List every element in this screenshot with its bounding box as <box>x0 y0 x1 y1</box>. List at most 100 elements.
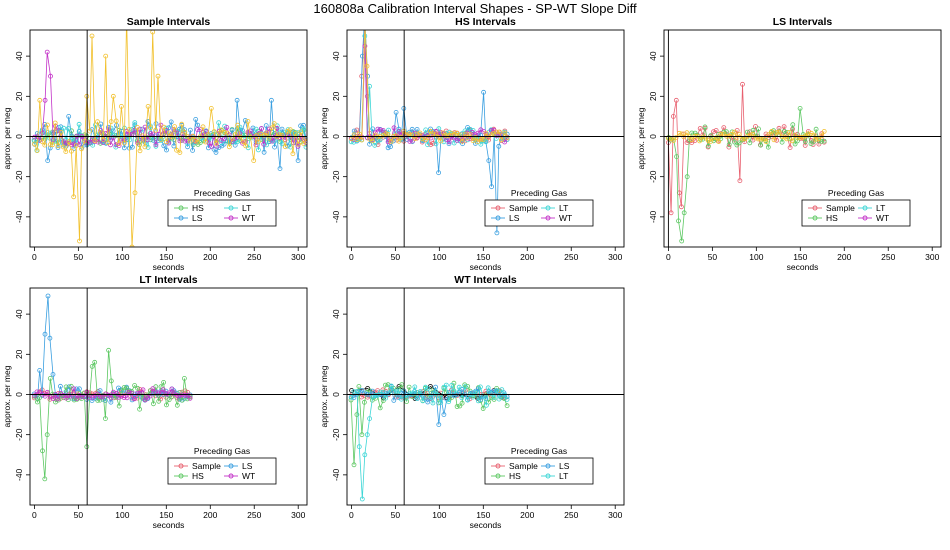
legend-swatch-marker <box>178 215 184 221</box>
data-point <box>98 121 104 127</box>
data-point <box>475 395 481 401</box>
data-point <box>417 388 423 394</box>
data-point <box>37 97 43 103</box>
data-point <box>126 126 132 132</box>
data-point <box>481 89 487 95</box>
legend-entry-sample: Sample <box>192 461 221 471</box>
data-point <box>76 142 82 148</box>
data-point <box>756 126 761 132</box>
x-tick-label: 200 <box>520 252 534 262</box>
data-point <box>433 131 439 137</box>
data-point <box>813 136 819 142</box>
data-point <box>430 140 436 146</box>
y-tick-label: 40 <box>331 51 341 61</box>
data-point <box>671 138 676 143</box>
legend-swatch-marker <box>228 473 234 479</box>
data-point <box>736 140 742 146</box>
data-point <box>396 388 402 394</box>
legend-title: Preceding Gas <box>194 188 250 198</box>
data-point <box>303 144 307 150</box>
data-point <box>290 151 296 157</box>
x-tick-label: 200 <box>203 510 217 520</box>
figure-title: 160808a Calibration Interval Shapes - SP… <box>313 1 637 16</box>
y-tick-label: 20 <box>331 91 341 101</box>
data-point <box>491 388 497 394</box>
x-tick-label: 250 <box>247 510 261 520</box>
data-point <box>271 134 277 140</box>
x-tick-label: 250 <box>247 252 261 262</box>
data-point <box>282 144 288 150</box>
data-point <box>158 384 164 390</box>
data-point <box>156 398 162 404</box>
data-point <box>359 432 365 438</box>
legend-swatch-marker <box>228 215 234 221</box>
data-point <box>697 138 702 144</box>
data-point <box>409 138 415 144</box>
data-point <box>795 138 800 144</box>
data-point <box>740 81 745 87</box>
data-point <box>76 128 82 134</box>
data-point <box>63 389 69 395</box>
data-point <box>491 395 497 400</box>
plot-frame <box>346 29 625 248</box>
x-tick-label: 0 <box>349 252 354 262</box>
panel-3: LS Intervals 0 50 100 150 200 250 300 -40 -20 0 20 4… <box>636 16 942 272</box>
data-point <box>364 432 370 438</box>
data-point <box>222 129 227 135</box>
panel-4: LT Intervals 0 50 100 150 200 250 300 -40 -20 0 20 4… <box>2 274 308 530</box>
data-point <box>160 130 166 136</box>
data-point <box>805 131 811 137</box>
data-point <box>145 394 151 400</box>
data-point <box>470 138 476 144</box>
data-point <box>451 388 457 394</box>
data-point <box>457 403 463 409</box>
data-point <box>433 141 439 147</box>
data-point <box>250 125 256 131</box>
data-point <box>116 141 122 147</box>
data-point <box>428 394 434 400</box>
data-point <box>45 158 51 164</box>
data-point <box>63 143 69 149</box>
data-point <box>32 141 37 147</box>
data-point <box>433 128 439 134</box>
data-point <box>423 127 429 133</box>
data-point <box>145 104 151 109</box>
panel-title: HS Intervals <box>455 16 516 28</box>
data-point <box>179 397 185 403</box>
legend-entry-sample: Sample <box>509 461 538 471</box>
y-axis-label: approx. per meg <box>636 107 646 169</box>
x-tick-label: 150 <box>159 510 173 520</box>
data-point <box>710 135 716 141</box>
data-point <box>253 142 259 148</box>
x-tick-label: 50 <box>708 252 718 262</box>
data-point <box>129 397 135 403</box>
data-point <box>55 396 61 402</box>
data-point <box>213 149 219 155</box>
data-point <box>721 125 727 130</box>
data-point <box>279 126 285 132</box>
data-point <box>32 134 37 140</box>
data-point <box>103 391 109 397</box>
data-point <box>356 384 362 389</box>
data-point <box>137 148 143 154</box>
data-point <box>792 133 798 138</box>
data-point <box>377 405 383 411</box>
data-point <box>42 142 48 148</box>
x-axis-label: seconds <box>470 262 502 272</box>
data-point <box>713 128 719 133</box>
data-point <box>486 158 492 164</box>
data-point <box>255 139 261 145</box>
data-point <box>182 392 188 398</box>
data-point <box>435 392 441 398</box>
data-point <box>255 147 261 153</box>
data-point <box>114 390 119 396</box>
y-tick-label: 0 <box>648 134 658 139</box>
legend-swatch-marker <box>178 473 184 479</box>
data-point <box>50 142 55 148</box>
data-point <box>485 135 491 141</box>
legend-title: Preceding Gas <box>511 188 567 198</box>
x-tick-label: 150 <box>476 510 490 520</box>
data-point <box>174 402 180 408</box>
data-point <box>259 126 264 131</box>
